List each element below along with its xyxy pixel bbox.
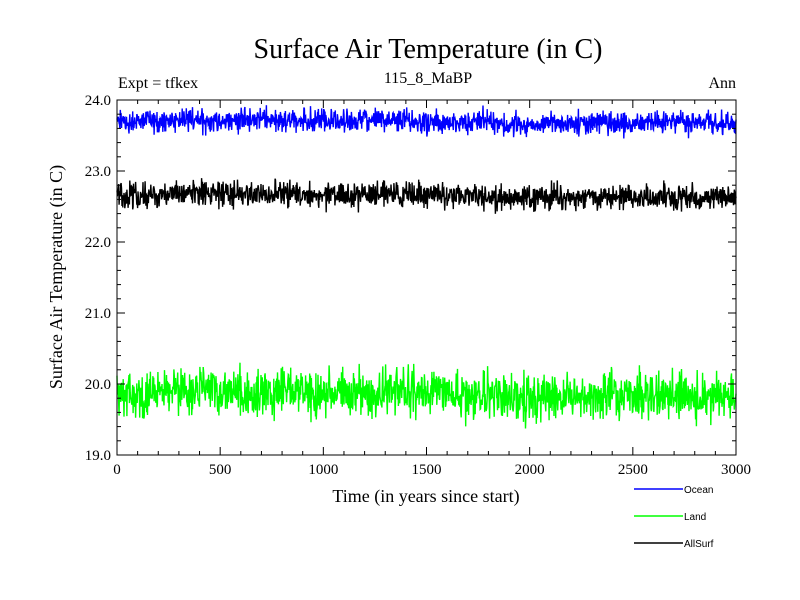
y-axis-label: Surface Air Temperature (in C): [46, 165, 67, 389]
x-tick-label: 0: [113, 462, 121, 478]
y-tick-label: 20.0: [85, 377, 111, 393]
x-tick-label: 2500: [618, 462, 648, 478]
legend-label-land: Land: [684, 512, 706, 523]
y-tick-label: 21.0: [85, 306, 111, 322]
season-label: Ann: [708, 75, 736, 92]
expt-label: Expt = tfkex: [118, 75, 198, 92]
legend-label-allsurf: AllSurf: [684, 539, 714, 550]
x-tick-label: 500: [209, 462, 232, 478]
legend: Ocean Land AllSurf: [634, 485, 714, 550]
series-layer: [116, 105, 737, 429]
x-axis-label: Time (in years since start): [332, 486, 519, 507]
y-tick-label: 23.0: [85, 164, 111, 180]
y-tick-label: 19.0: [85, 448, 111, 464]
axis-layer: 0 500 1000 1500 2000 2500 3000 19.0 20.0 21.0 22.0…: [85, 93, 751, 478]
legend-label-ocean: Ocean: [684, 485, 713, 496]
y-tick-label: 22.0: [85, 235, 111, 251]
y-tick-label: 24.0: [85, 93, 111, 109]
x-tick-label: 2000: [515, 462, 545, 478]
x-tick-label: 1500: [412, 462, 442, 478]
chart-title: Surface Air Temperature (in C): [254, 34, 603, 65]
x-tick-label: 3000: [721, 462, 751, 478]
plot-frame: [116, 99, 737, 456]
series-line-land: [116, 362, 737, 429]
series-line-allsurf: [116, 178, 737, 214]
series-line-ocean: [116, 105, 737, 139]
x-tick-label: 1000: [308, 462, 338, 478]
period-label: 115_8_MaBP: [384, 70, 472, 87]
